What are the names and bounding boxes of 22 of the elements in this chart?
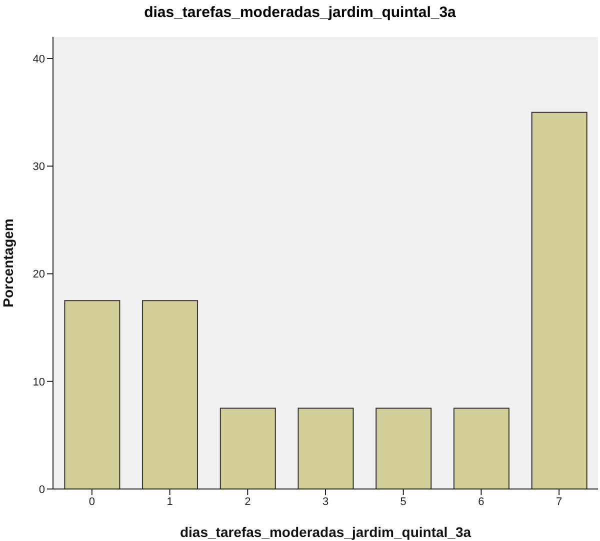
y-axis-title: Porcentagem [0,218,16,308]
x-axis-title: dias_tarefas_moderadas_jardim_quintal_3a [180,524,472,540]
x-tick-label: 1 [166,496,173,508]
bar [298,408,354,489]
bar [453,408,510,489]
bar [142,300,198,489]
x-tick-label: 0 [88,496,95,508]
bar [531,112,588,489]
bar [376,408,432,489]
x-tick-label: 3 [322,496,329,508]
chart-title: dias_tarefas_moderadas_jardim_quintal_3a [143,4,457,21]
x-tick-label: 7 [556,496,562,508]
y-tick-label: 40 [32,53,45,66]
y-tick-label: 10 [32,376,45,388]
y-tick-label: 0 [38,484,45,496]
x-tick-label: 2 [244,496,251,508]
bar [64,300,120,489]
x-tick-label: 6 [478,496,484,508]
y-tick-label: 30 [32,161,45,174]
x-tick-label: 5 [400,496,406,508]
y-tick-label: 20 [32,268,45,281]
bar [220,408,276,489]
